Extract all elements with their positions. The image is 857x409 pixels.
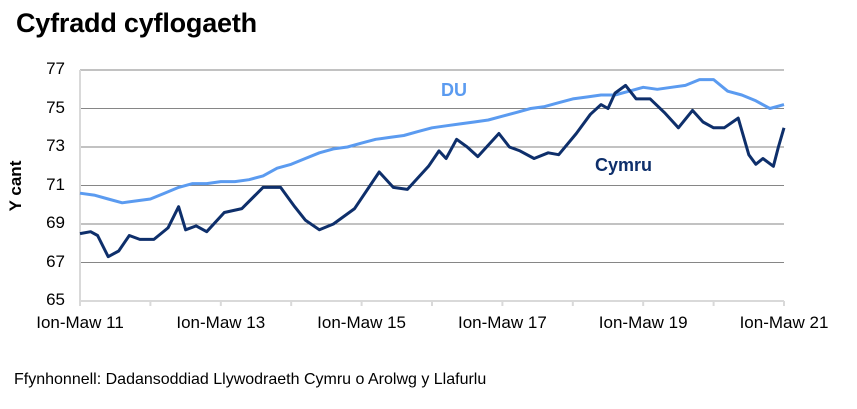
x-tick-label: Ion-Maw 13 xyxy=(176,313,266,332)
y-tick-label: 75 xyxy=(46,97,65,117)
y-tick-label: 65 xyxy=(46,290,65,309)
x-tick-label: Ion-Maw 19 xyxy=(598,313,688,332)
series-line-cymru xyxy=(79,83,786,259)
y-tick-label: 67 xyxy=(46,251,65,271)
series-label-du: DU xyxy=(441,80,467,100)
source-note: Ffynhonnell: Dadansoddiad Llywodraeth Cy… xyxy=(14,371,487,388)
y-tick-label: 69 xyxy=(46,213,65,232)
x-tick-label: Ion-Maw 17 xyxy=(457,313,547,332)
x-tick-label: Ion-Maw 15 xyxy=(317,313,407,332)
gridlines xyxy=(80,69,784,263)
series-lines xyxy=(79,78,786,259)
chart-title: Cyfradd cyflogaeth xyxy=(16,8,257,38)
y-tick-label: 73 xyxy=(46,136,65,155)
y-tick-label: 71 xyxy=(46,174,65,194)
x-tick-label: Ion-Maw 21 xyxy=(739,313,829,332)
y-axis-label: Y cant xyxy=(6,160,25,212)
x-tick-label: Ion-Maw 11 xyxy=(36,313,124,332)
y-tick-label: 77 xyxy=(46,59,65,78)
series-line-du xyxy=(79,78,785,205)
axes xyxy=(79,70,785,306)
series-label-cymru: Cymru xyxy=(595,155,653,175)
